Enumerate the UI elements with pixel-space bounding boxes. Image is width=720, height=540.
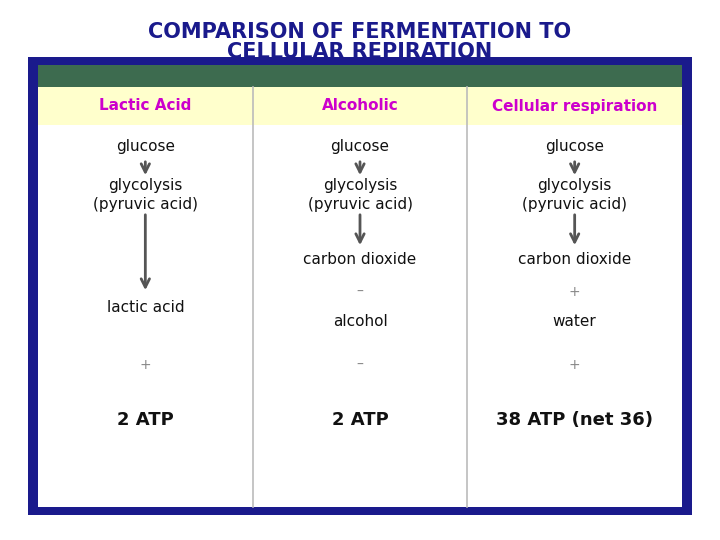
- Text: glycolysis
(pyruvic acid): glycolysis (pyruvic acid): [93, 178, 198, 212]
- Text: glucose: glucose: [330, 139, 390, 154]
- Text: carbon dioxide: carbon dioxide: [518, 253, 631, 267]
- Text: 38 ATP (net 36): 38 ATP (net 36): [496, 411, 653, 429]
- Text: carbon dioxide: carbon dioxide: [303, 253, 417, 267]
- Text: 2 ATP: 2 ATP: [332, 411, 388, 429]
- Text: glycolysis
(pyruvic acid): glycolysis (pyruvic acid): [522, 178, 627, 212]
- Text: Alcoholic: Alcoholic: [322, 98, 398, 113]
- Text: Cellular respiration: Cellular respiration: [492, 98, 657, 113]
- Bar: [28, 57, 692, 515]
- Text: CELLULAR REPIRATION: CELLULAR REPIRATION: [228, 42, 492, 62]
- Text: alcohol: alcohol: [333, 314, 387, 329]
- Text: +: +: [569, 285, 580, 299]
- Text: –: –: [356, 285, 364, 299]
- Bar: [38, 65, 682, 87]
- Text: –: –: [356, 358, 364, 372]
- Text: glucose: glucose: [545, 139, 604, 154]
- Text: glycolysis
(pyruvic acid): glycolysis (pyruvic acid): [307, 178, 413, 212]
- Text: +: +: [569, 358, 580, 372]
- Text: COMPARISON OF FERMENTATION TO: COMPARISON OF FERMENTATION TO: [148, 22, 572, 42]
- Text: 2 ATP: 2 ATP: [117, 411, 174, 429]
- Text: +: +: [140, 358, 151, 372]
- Text: glucose: glucose: [116, 139, 175, 154]
- Bar: [38, 125, 682, 507]
- Bar: [38, 87, 682, 125]
- Text: Lactic Acid: Lactic Acid: [99, 98, 192, 113]
- Text: lactic acid: lactic acid: [107, 300, 184, 314]
- Text: water: water: [553, 314, 597, 329]
